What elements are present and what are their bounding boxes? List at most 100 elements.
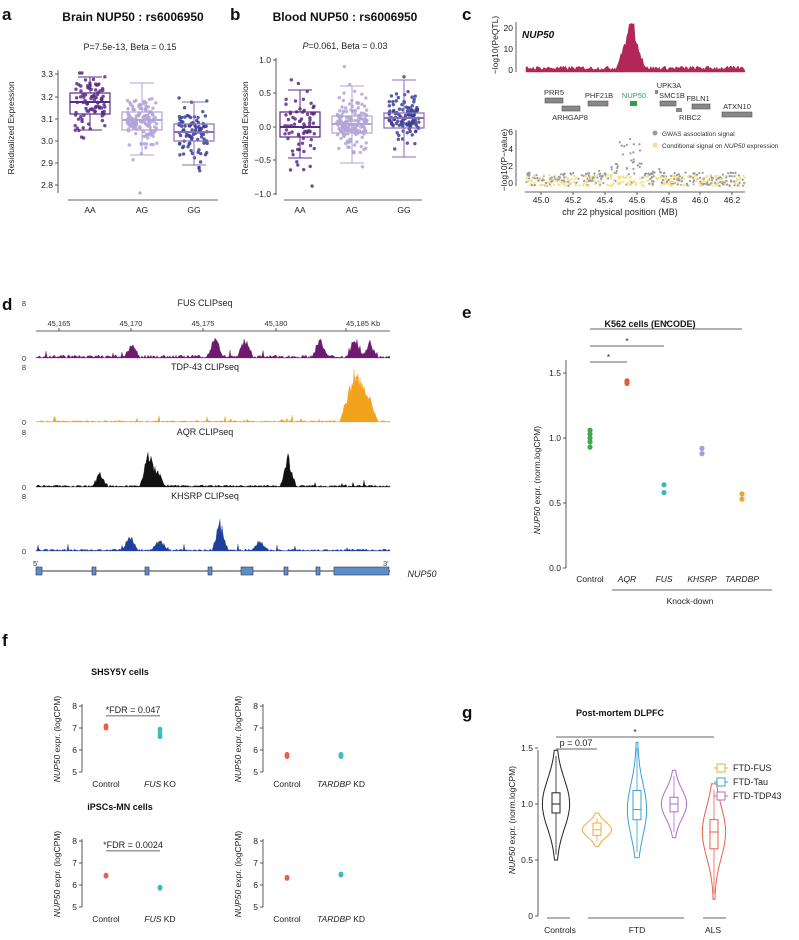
panel-a-point [177,142,182,146]
panel-a-point [131,158,135,162]
panel-c-cond-point [664,182,668,185]
panel-c-gwas-point [721,181,724,184]
panel-b-point [360,135,364,140]
panel-a-point [134,131,138,136]
panel-a-yticks: 3.3 3.2 3.1 3.0 2.9 2.8 [41,69,58,190]
gene-box-ribc2 [676,108,682,112]
panel-a-point [126,107,130,111]
panel-c-gwas-point [528,174,531,177]
legend-cond-gene: NUP50 [724,143,745,150]
panel-c-cond-point [539,177,542,180]
panel-a-point [155,141,159,145]
panel-a-point [202,137,206,141]
panel-c-cond-point [633,179,636,182]
panel-b-point [295,160,299,164]
panel-c-cond-point [733,181,737,185]
panel-c-cond-point [530,179,533,183]
panel-b-point [302,122,306,126]
panel-c-gwas-point [702,183,705,186]
panel-b-point [290,130,294,134]
panel-a-point [74,87,78,91]
panel-a-point [150,112,155,116]
panel-f-xtick-control: Control [273,914,301,924]
panel-a-point [190,128,194,132]
panel-b-point [360,102,364,106]
panel-b-point [355,140,359,144]
panel-f-ytick-label: 8 [253,701,258,711]
panel-b-point [288,111,293,116]
panel-b-point [300,141,305,145]
panel-c-cond-point [625,176,628,179]
panel-a-point [181,144,186,149]
panel-f-ytick-label: 5 [253,902,258,912]
panel-a-point [128,100,132,105]
panel-a-point [148,125,152,129]
panel-b-point [301,131,306,136]
panel-a-point [90,94,94,99]
panel-a-ytick-label: 3.2 [41,92,53,102]
panel-c-gwas-point [610,165,613,169]
panel-c-gwas-point [537,179,540,182]
panel-b-point [364,108,369,112]
panel-a-point [83,78,88,82]
panel-g-violin-ftd-tau-box [632,790,642,821]
panel-a-point [144,113,148,118]
panel-d-track-min: 0 [22,483,26,492]
panel-c-cond-point [692,182,695,185]
panel-a-ylabel: Residualized Expression [6,81,16,174]
panel-b-point [390,122,394,127]
panel-c-xtick-label: 45.4 [597,195,614,205]
panel-b-point [364,141,368,145]
panel-g-violins [541,741,727,900]
gene-box-upk3a [655,90,658,94]
panel-b-point [395,131,399,135]
panel-c-top-ytick-0: 0 [508,65,513,75]
panel-c-cond-point [669,177,672,180]
panel-a-point [180,115,184,120]
panel-c-gwas-point [638,162,641,165]
panel-a-point [189,137,194,142]
panel-b-stat-p: P [302,41,308,51]
panel-a-point [73,123,77,128]
panel-d-track-max: 8 [22,363,26,372]
panel-c-gwas-point [726,183,729,186]
panel-g-ytick-label: 0.5 [521,855,533,865]
panel-b-point [349,128,353,132]
panel-c-gwas-point [588,179,592,182]
panel-c-cond-point [622,180,625,183]
panel-c-gwas-point [688,179,692,182]
panel-a-point [183,124,187,128]
panel-c-gwas-point [733,184,736,187]
panel-b-point [357,119,361,124]
panel-c-gwas-point [677,177,680,180]
panel-c-cond-point [628,176,631,180]
panel-b-point [345,125,350,129]
panel-c-gwas-point [721,173,725,176]
panel-e-sig-star: * [664,319,668,329]
panel-a-point [179,124,184,129]
panel-f-ylabel-gene: NUP50 [52,755,62,783]
panel-b-point [364,96,368,100]
panel-c-bottom-ylabel: −log10(P−value) [499,129,509,192]
panel-c-gwas-point [660,181,663,184]
panel-c-gwas-point [613,171,616,174]
panel-f-xtick-gene: FUS [144,914,161,924]
panel-g-letter: g [462,703,472,722]
panel-g-yticks: 1.5 1.0 0.5 0 [521,743,538,921]
gene-label-prr5: PRR5 [544,88,564,97]
panel-c-gwas-point [658,170,662,173]
panel-c-cond-point [716,181,719,185]
panel-c-gwas-point [607,177,610,180]
panel-e-point-aqr [624,378,630,384]
panel-c-cond-point [711,184,714,187]
panel-b-ylabel: Residualized Expression [240,81,250,174]
panel-a-point [149,132,154,136]
panel-c-cond-point [673,181,676,184]
panel-b-point [307,129,311,133]
panel-f-ytick-label: 5 [72,767,77,777]
panel-a-point [84,106,88,111]
panel-c-cond-point [655,178,659,181]
panel-g-title: Post-mortem DLPFC [576,708,665,718]
panel-a-point [87,109,91,113]
panel-e-sig-star: * [625,336,629,346]
